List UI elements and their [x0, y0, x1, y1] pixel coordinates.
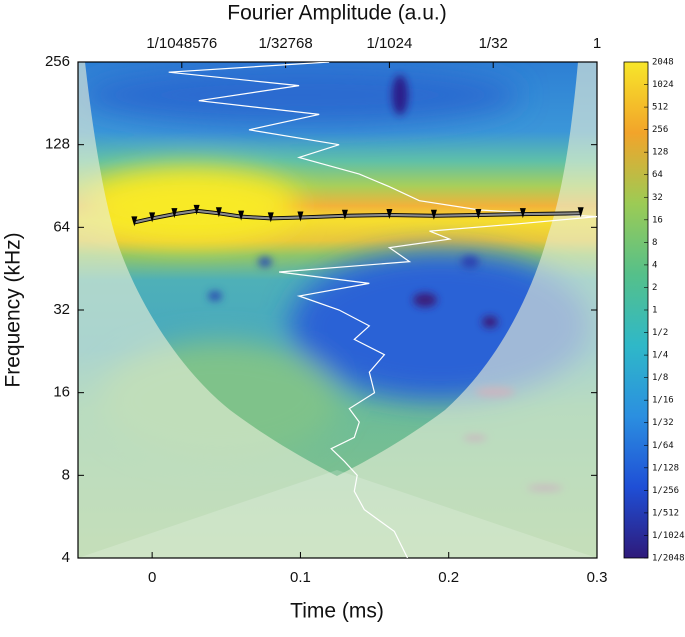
x-tick-label: 0: [148, 569, 156, 586]
colorbar-tick-label: 16: [652, 215, 663, 225]
x-axis-title: Time (ms): [290, 600, 384, 623]
y-tick-label: 256: [45, 53, 70, 70]
fourier-spectrum: [168, 62, 597, 558]
y-tick-label: 16: [53, 384, 70, 401]
colorbar-tick-label: 1: [652, 306, 657, 316]
x2-tick-label: 1/1024: [366, 35, 412, 52]
y-tick-label: 8: [62, 466, 70, 483]
colorbar-tick-label: 32: [652, 193, 663, 203]
colorbar-tick-label: 1/1024: [652, 531, 685, 541]
colorbar-tick-label: 64: [652, 170, 663, 180]
phase-arrow: [193, 204, 200, 215]
colorbar-tick-label: 1/2: [652, 328, 668, 338]
x2-axis-title: Fourier Amplitude (a.u.): [227, 2, 446, 25]
x2-tick-label: 1/32: [479, 35, 508, 52]
x-tick-label: 0.2: [438, 569, 459, 586]
x2-tick-label: 1: [593, 35, 601, 52]
y-tick-label: 128: [45, 136, 70, 153]
x-tick-label: 0.3: [587, 569, 608, 586]
colorbar-tick-label: 2: [652, 283, 657, 293]
x-tick-label: 0.1: [290, 569, 311, 586]
colorbar-tick-label: 1/512: [652, 508, 679, 518]
cone-of-influence: [78, 62, 597, 558]
colorbar-tick-label: 1/32: [652, 418, 674, 428]
colorbar-tick-label: 1/64: [652, 441, 674, 451]
colorbar-tick-label: 512: [652, 103, 668, 113]
phase-arrow: [267, 212, 274, 223]
colorbar-tick-label: 1/128: [652, 463, 679, 473]
phase-arrow: [215, 207, 222, 218]
colorbar-tick-label: 8: [652, 238, 657, 248]
ridge: [134, 209, 581, 224]
colorbar-tick-label: 2048: [652, 58, 674, 68]
phase-arrow: [341, 209, 348, 220]
phase-arrow: [386, 208, 393, 219]
colorbar-tick-label: 1/16: [652, 396, 674, 406]
y-axis-title: Frequency (kHz): [2, 232, 25, 387]
colorbar-tick-label: 1/8: [652, 373, 668, 383]
phase-arrow: [297, 211, 304, 222]
colorbar-tick-label: 1024: [652, 80, 674, 90]
colorbar-tick-label: 128: [652, 148, 668, 158]
phase-arrow: [131, 216, 138, 227]
colorbar-tick-label: 4: [652, 260, 657, 270]
cone-shade: [78, 470, 597, 558]
phase-arrow: [519, 208, 526, 219]
phase-arrow: [475, 208, 482, 219]
x2-tick-label: 1/1048576: [146, 35, 217, 52]
phase-arrow: [171, 208, 178, 219]
y-tick-label: 4: [62, 549, 70, 566]
colorbar-tick-label: 1/256: [652, 486, 679, 496]
colorbar-tick-label: 1/2048: [652, 554, 685, 564]
x2-tick-label: 1/32768: [258, 35, 312, 52]
y-tick-label: 32: [53, 301, 70, 318]
phase-arrow: [430, 209, 437, 220]
colorbar-tick-label: 256: [652, 125, 668, 135]
phase-arrow: [149, 212, 156, 223]
y-tick-label: 64: [53, 218, 70, 235]
phase-arrow: [238, 210, 245, 221]
phase-arrow: [577, 207, 584, 218]
colorbar-tick-label: 1/4: [652, 351, 668, 361]
